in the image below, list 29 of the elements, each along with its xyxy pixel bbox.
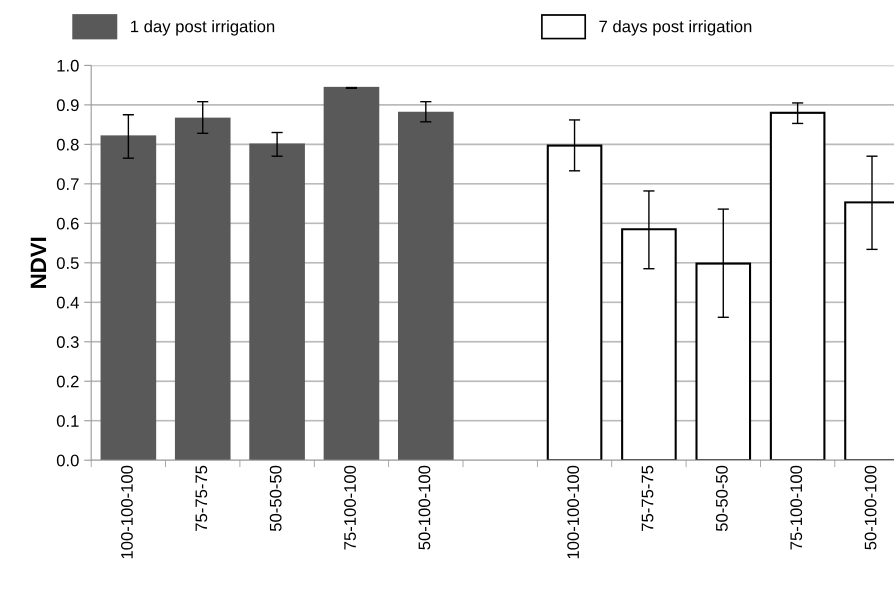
bar [249, 143, 305, 460]
x-tick-label: 50-50-50 [270, 466, 282, 532]
x-tick-label: 75-75-75 [642, 466, 654, 531]
bar [398, 112, 454, 460]
bar [174, 118, 231, 460]
x-tick-label: 50-50-50 [716, 466, 728, 532]
y-tick-label: 0.5 [56, 257, 79, 270]
y-tick-label: 0.1 [56, 415, 79, 427]
x-tick-label: 75-100-100 [790, 466, 802, 550]
x-tick-label: 50-100-100 [864, 466, 876, 550]
x-tick-label: 75-100-100 [344, 466, 356, 550]
y-tick-label: 1.0 [57, 60, 79, 72]
bar [324, 86, 380, 460]
x-tick-label: 50-100-100 [418, 466, 430, 550]
y-tick-label: 0.9 [56, 99, 79, 112]
y-tick-label: 0.3 [56, 336, 79, 348]
x-tick-label: 100-100-100 [121, 466, 133, 558]
y-tick-label: 0.0 [56, 454, 79, 466]
y-tick-label: 0.6 [56, 218, 79, 230]
legend-label: 1 day post irrigation [131, 20, 274, 36]
x-tick-label: 75-75-75 [196, 466, 208, 531]
y-tick-label: 0.4 [56, 296, 79, 308]
y-tick-label: 0.2 [56, 376, 79, 388]
y-axis-title: NDVI [30, 238, 46, 288]
x-tick-label: 100-100-100 [567, 466, 580, 558]
bar [100, 135, 156, 460]
y-tick-label: 0.8 [56, 138, 79, 151]
legend-label: 7 days post irrigation [599, 20, 752, 36]
y-tick-label: 0.7 [56, 178, 79, 190]
